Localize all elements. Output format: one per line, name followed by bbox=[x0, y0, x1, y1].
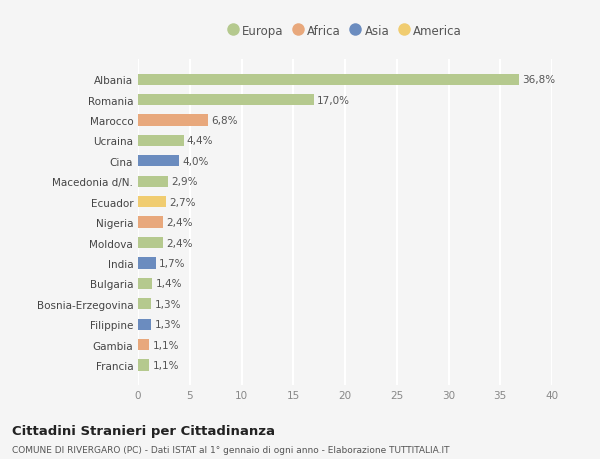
Bar bbox=[138, 298, 151, 310]
Text: 4,4%: 4,4% bbox=[187, 136, 213, 146]
Text: 2,7%: 2,7% bbox=[169, 197, 196, 207]
Text: Cittadini Stranieri per Cittadinanza: Cittadini Stranieri per Cittadinanza bbox=[12, 424, 275, 437]
Text: 2,4%: 2,4% bbox=[166, 238, 193, 248]
Bar bbox=[138, 176, 168, 187]
Text: 36,8%: 36,8% bbox=[522, 75, 555, 85]
Bar bbox=[138, 115, 208, 126]
Bar bbox=[138, 156, 179, 167]
Text: COMUNE DI RIVERGARO (PC) - Dati ISTAT al 1° gennaio di ogni anno - Elaborazione : COMUNE DI RIVERGARO (PC) - Dati ISTAT al… bbox=[12, 445, 449, 454]
Text: 1,3%: 1,3% bbox=[155, 319, 181, 330]
Text: 6,8%: 6,8% bbox=[211, 116, 238, 126]
Legend: Europa, Africa, Asia, America: Europa, Africa, Asia, America bbox=[223, 20, 467, 42]
Bar bbox=[138, 359, 149, 371]
Text: 17,0%: 17,0% bbox=[317, 95, 350, 106]
Text: 1,3%: 1,3% bbox=[155, 299, 181, 309]
Bar bbox=[138, 278, 152, 289]
Text: 1,4%: 1,4% bbox=[155, 279, 182, 289]
Text: 1,7%: 1,7% bbox=[158, 258, 185, 269]
Text: 2,9%: 2,9% bbox=[171, 177, 197, 187]
Bar bbox=[138, 237, 163, 249]
Bar bbox=[138, 339, 149, 350]
Bar bbox=[138, 319, 151, 330]
Text: 1,1%: 1,1% bbox=[152, 360, 179, 370]
Text: 1,1%: 1,1% bbox=[152, 340, 179, 350]
Bar bbox=[138, 258, 155, 269]
Bar bbox=[138, 74, 519, 86]
Bar bbox=[138, 196, 166, 208]
Bar bbox=[138, 135, 184, 147]
Text: 2,4%: 2,4% bbox=[166, 218, 193, 228]
Bar bbox=[138, 217, 163, 228]
Bar bbox=[138, 95, 314, 106]
Text: 4,0%: 4,0% bbox=[182, 157, 209, 167]
